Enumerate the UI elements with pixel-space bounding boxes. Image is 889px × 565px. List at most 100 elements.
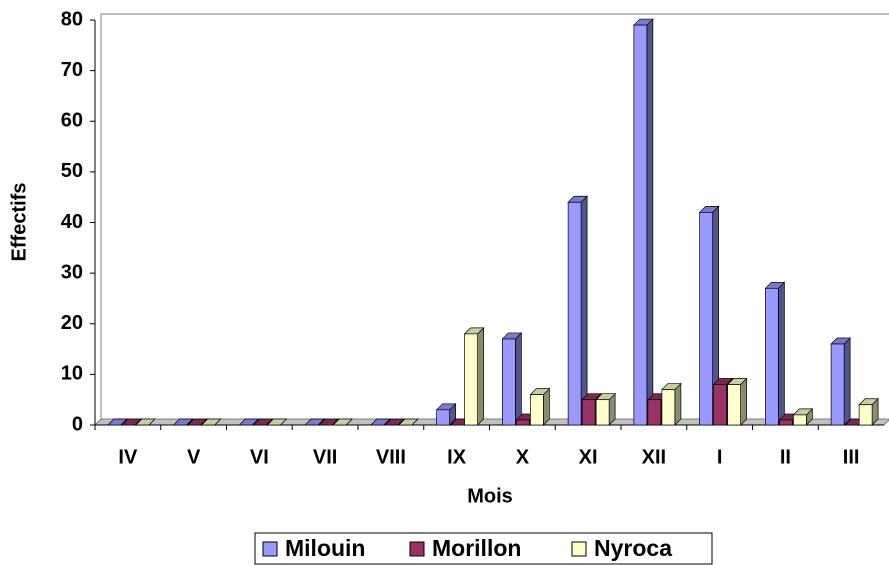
y-tick-label: 10 — [61, 363, 83, 385]
x-tick-label: I — [717, 446, 723, 468]
bar — [661, 382, 682, 426]
x-tick-label: X — [516, 446, 530, 468]
bar-front — [793, 414, 807, 426]
y-tick-label: 30 — [61, 261, 83, 283]
y-tick-label: 0 — [72, 413, 83, 435]
legend-label: Nyroca — [594, 535, 672, 561]
bar-side — [843, 337, 851, 426]
bar-front — [633, 24, 648, 426]
legend-swatch — [409, 541, 425, 557]
bar — [567, 195, 588, 426]
bar-front — [581, 399, 596, 426]
bar-side — [515, 332, 522, 426]
bar-front — [502, 338, 516, 426]
bar — [463, 327, 485, 426]
bar — [633, 18, 654, 426]
bar-top — [318, 418, 339, 426]
bar — [792, 408, 814, 426]
bar — [186, 418, 208, 426]
bar — [370, 418, 391, 426]
bar-side — [477, 327, 484, 426]
bar-front — [647, 399, 662, 426]
y-tick-label: 20 — [61, 312, 83, 334]
bar — [398, 418, 419, 426]
bar — [529, 387, 551, 426]
x-tick-label: IV — [118, 446, 138, 468]
bar-front — [516, 419, 530, 426]
bar — [384, 418, 405, 426]
bar-top — [135, 418, 156, 426]
bar-top — [266, 418, 288, 426]
legend-label: Milouin — [285, 535, 365, 561]
x-tick-label: VIII — [376, 446, 406, 468]
bar-front — [779, 419, 793, 426]
x-tick-label: III — [843, 446, 860, 468]
bar-top — [398, 418, 419, 426]
bar-top — [200, 418, 222, 426]
x-axis-label: Mois — [467, 485, 513, 507]
bar — [318, 418, 339, 426]
bar — [172, 418, 194, 426]
bar — [698, 205, 720, 426]
bar-top — [332, 418, 353, 426]
bar-side — [646, 18, 654, 426]
x-tick-label: II — [780, 446, 791, 468]
x-tick-label: XII — [642, 446, 666, 468]
bar-top — [172, 418, 194, 426]
bar-side — [778, 281, 785, 426]
bar — [304, 418, 325, 426]
bar — [238, 418, 260, 426]
y-tick-label: 50 — [61, 160, 83, 182]
bar-top — [186, 418, 208, 426]
bar-front — [727, 384, 741, 426]
bar — [252, 418, 274, 426]
y-tick-label: 80 — [61, 8, 83, 30]
bar-front — [699, 212, 713, 426]
bar — [135, 418, 156, 426]
bar — [830, 337, 851, 426]
bar — [107, 418, 128, 426]
bar — [200, 418, 222, 426]
bar-top — [304, 418, 325, 426]
x-tick-label: IX — [447, 446, 467, 468]
bar — [726, 377, 748, 426]
y-tick-label: 40 — [61, 211, 83, 233]
bar-front — [765, 287, 779, 426]
legend-swatch — [262, 541, 278, 557]
bar-front — [858, 404, 873, 426]
bar-side — [674, 382, 682, 426]
bar — [501, 332, 523, 426]
bar-front — [464, 333, 478, 426]
bar-front — [830, 343, 845, 426]
bar — [764, 281, 786, 426]
bar — [435, 402, 457, 426]
legend-label: Morillon — [432, 535, 521, 561]
y-axis-label: Effectifs — [8, 183, 30, 262]
y-tick-label: 70 — [61, 59, 83, 81]
bar-top — [238, 418, 260, 426]
bar — [595, 392, 616, 426]
bar — [266, 418, 288, 426]
legend-box — [254, 532, 713, 565]
bar — [858, 397, 879, 426]
bar — [332, 418, 353, 426]
bar — [121, 418, 142, 426]
x-tick-label: VI — [250, 446, 269, 468]
bar-top — [384, 418, 405, 426]
bar-front — [530, 394, 544, 426]
bar-front — [436, 409, 450, 426]
y-tick-label: 60 — [61, 110, 83, 132]
x-tick-label: V — [187, 446, 201, 468]
legend-swatch — [571, 541, 587, 557]
back-wall — [100, 13, 889, 419]
bar-side — [740, 377, 747, 426]
bar-front — [713, 384, 727, 426]
bar-front — [595, 399, 610, 426]
bar-top — [107, 418, 128, 426]
bar-top — [252, 418, 274, 426]
bar-top — [121, 418, 142, 426]
bar-side — [580, 195, 588, 426]
bar-top — [370, 418, 391, 426]
x-tick-label: XI — [579, 446, 598, 468]
